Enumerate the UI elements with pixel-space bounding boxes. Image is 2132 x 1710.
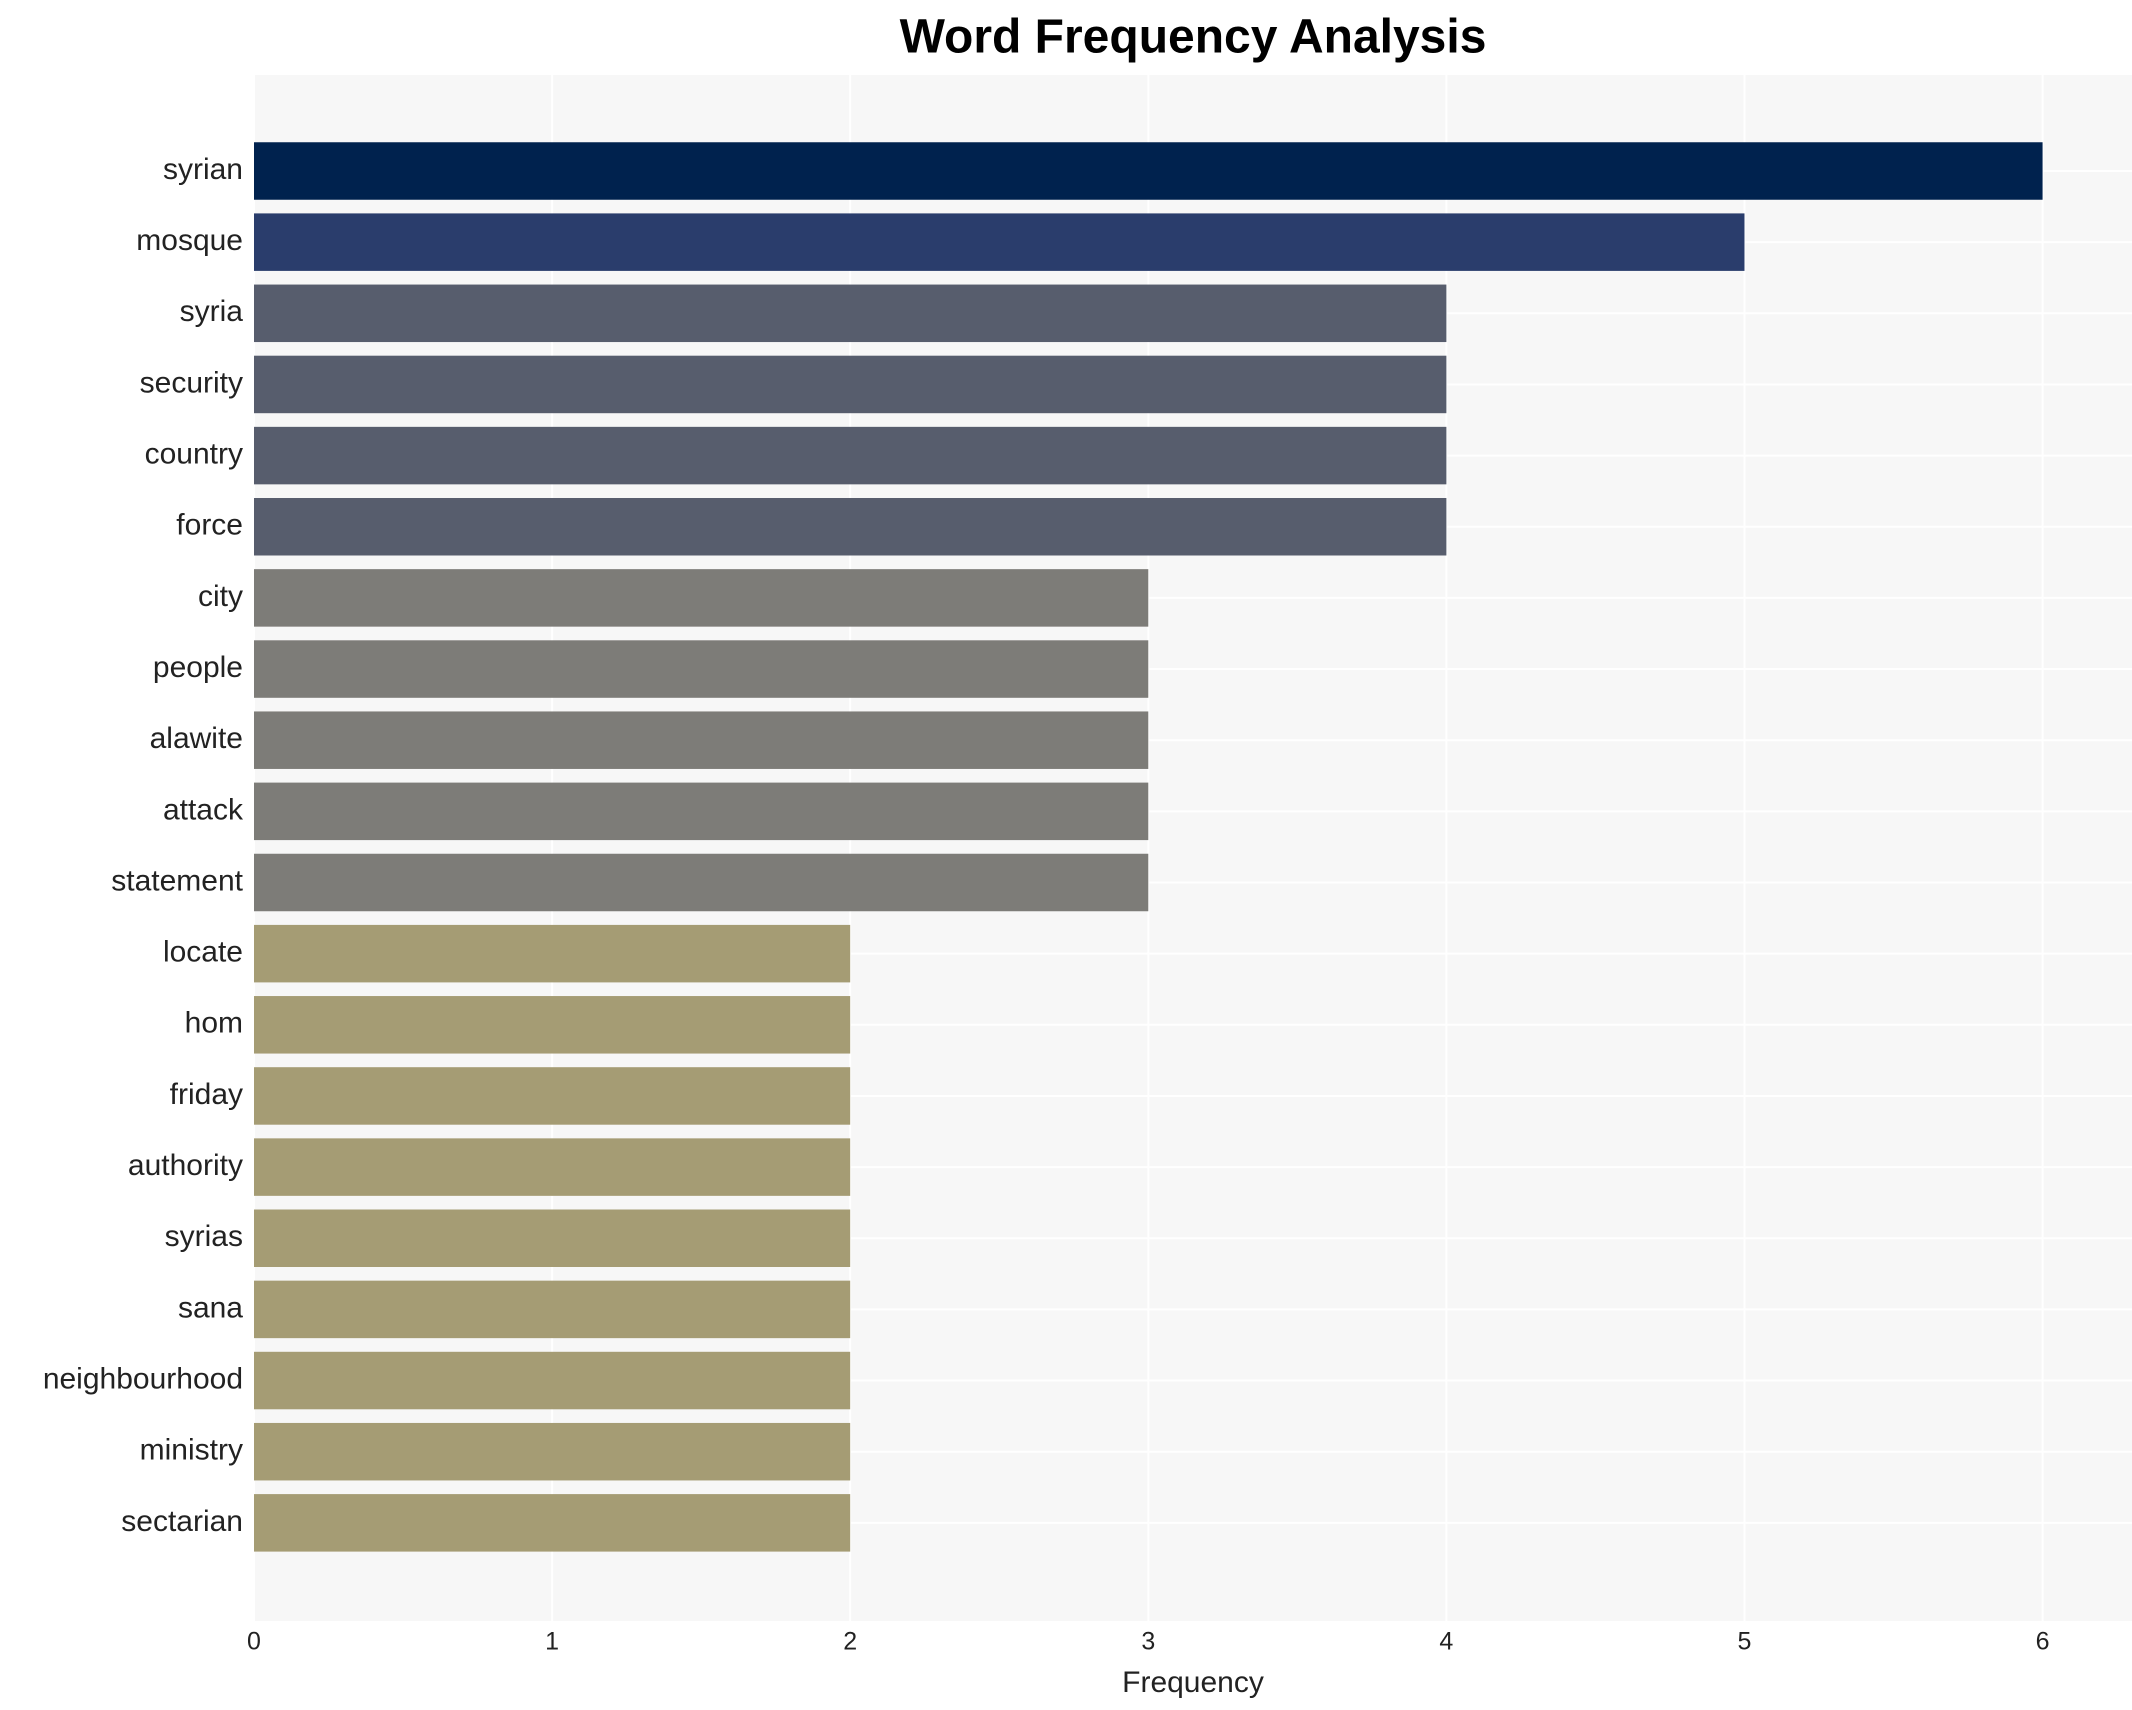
y-tick-label: authority: [128, 1149, 243, 1182]
y-tick-label: alawite: [150, 722, 243, 755]
bar: [254, 924, 851, 983]
y-tick-label: syrian: [163, 153, 243, 186]
chart-title: Word Frequency Analysis: [900, 11, 1487, 64]
bar: [254, 498, 1447, 556]
bar: [254, 1494, 851, 1552]
bar: [254, 1280, 851, 1339]
y-tick-label: hom: [185, 1007, 243, 1040]
y-tick-label: attack: [163, 793, 244, 826]
bar: [254, 1422, 851, 1481]
bar: [254, 1209, 851, 1267]
x-tick-label: 5: [1738, 1628, 1752, 1656]
y-tick-label: friday: [170, 1078, 243, 1111]
y-tick-label: country: [145, 438, 243, 471]
bar: [254, 284, 1447, 343]
y-tick-label: statement: [111, 864, 243, 897]
y-tick-label: mosque: [136, 224, 243, 257]
x-tick-label: 0: [247, 1628, 261, 1656]
y-tick-label: neighbourhood: [43, 1362, 243, 1395]
x-tick-label: 2: [843, 1628, 857, 1656]
x-tick-label: 4: [1439, 1628, 1453, 1656]
y-tick-label: syria: [180, 295, 244, 328]
y-tick-label: ministry: [140, 1434, 243, 1467]
y-tick-label: sectarian: [121, 1505, 243, 1538]
bar: [254, 1067, 851, 1125]
x-tick-label: 3: [1141, 1628, 1155, 1656]
y-tick-label: sana: [178, 1291, 243, 1324]
bar: [254, 426, 1447, 485]
bar: [254, 569, 1149, 627]
y-tick-label: people: [153, 651, 243, 684]
x-axis-label: Frequency: [1122, 1666, 1264, 1699]
x-tick-label: 6: [2036, 1628, 2050, 1656]
bar: [254, 1138, 851, 1196]
bar: [254, 355, 1447, 414]
y-tick-label: force: [176, 509, 243, 542]
bar: [254, 1351, 851, 1410]
bar: [254, 640, 1149, 698]
bar: [254, 853, 1149, 912]
bar: [254, 213, 1745, 271]
y-tick-label: locate: [163, 936, 243, 969]
y-tick-label: syrias: [165, 1220, 243, 1253]
x-tick-label: 1: [545, 1628, 559, 1656]
y-tick-label: city: [198, 580, 243, 613]
bar: [254, 782, 1149, 841]
bar: [254, 996, 851, 1054]
bar: [254, 711, 1149, 769]
y-tick-label: security: [140, 366, 243, 399]
bar: [254, 142, 2043, 200]
